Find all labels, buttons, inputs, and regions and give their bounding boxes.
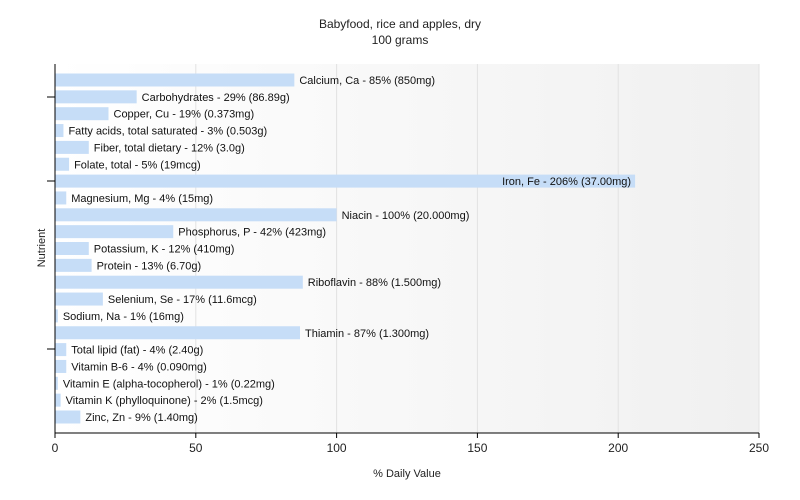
- bar-total-lipid-fat: [55, 343, 67, 357]
- bar-label-sodium-na: Sodium, Na - 1% (16mg): [63, 311, 184, 323]
- bar-label-iron-fe: Iron, Fe - 206% (37.00mg): [502, 176, 631, 188]
- bar-thiamin: [55, 326, 300, 340]
- bar-label-copper-cu: Copper, Cu - 19% (0.373mg): [114, 109, 255, 121]
- x-tick-label-100: 100: [327, 441, 347, 455]
- y-axis-title: Nutrient: [36, 229, 48, 268]
- bar-zinc-zn: [55, 410, 81, 424]
- bar-copper-cu: [55, 107, 109, 121]
- bar-iron-fe: [55, 174, 636, 188]
- bar-labels-group: Calcium, Ca - 85% (850mg) Carbohydrates -…: [63, 75, 631, 424]
- x-tick-label-250: 250: [749, 441, 769, 455]
- bar-vitamin-e-alpha-tocopherol: [55, 376, 58, 390]
- plot-background: [55, 64, 759, 433]
- bar-potassium-k: [55, 242, 89, 255]
- bar-label-potassium-k: Potassium, K - 12% (410mg): [94, 244, 235, 256]
- bar-riboflavin: [55, 275, 303, 289]
- bar-label-folate-total: Folate, total - 5% (19mcg): [74, 159, 201, 171]
- bar-label-magnesium-mg: Magnesium, Mg - 4% (15mg): [71, 193, 213, 205]
- grid-lines: [195, 64, 760, 433]
- x-axis-title: % Daily Value: [373, 468, 441, 480]
- bar-label-protein: Protein - 13% (6.70g): [97, 260, 202, 272]
- bar-label-vitamin-e-alpha-tocopherol: Vitamin E (alpha-tocopherol) - 1% (0.22m…: [63, 378, 275, 390]
- bar-label-niacin: Niacin - 100% (20.000mg): [342, 210, 470, 222]
- bar-magnesium-mg: [55, 191, 67, 205]
- bars-group: [55, 73, 636, 424]
- bar-niacin: [55, 208, 337, 222]
- bar-folate-total: [55, 157, 70, 171]
- bar-vitamin-b-6: [55, 359, 67, 373]
- bar-label-calcium-ca: Calcium, Ca - 85% (850mg): [299, 75, 435, 87]
- bar-carbohydrates: [55, 90, 137, 104]
- bar-vitamin-k-phylloquinone: [55, 393, 61, 407]
- bar-label-vitamin-b-6: Vitamin B-6 - 4% (0.090mg): [71, 361, 207, 373]
- bar-label-thiamin: Thiamin - 87% (1.300mg): [305, 328, 429, 340]
- bar-label-phosphorus-p: Phosphorus, P - 42% (423mg): [178, 227, 326, 239]
- bar-fatty-acids-total-saturated: [55, 124, 64, 138]
- bar-protein: [55, 258, 92, 272]
- bar-label-carbohydrates: Carbohydrates - 29% (86.89g): [142, 92, 290, 104]
- bar-label-selenium-se: Selenium, Se - 17% (11.6mcg): [108, 294, 257, 306]
- chart-title: Babyfood, rice and apples, dry: [319, 17, 481, 31]
- x-tick-label-0: 0: [52, 441, 59, 455]
- bar-fiber-total-dietary: [55, 140, 89, 154]
- bar-label-fiber-total-dietary: Fiber, total dietary - 12% (3.0g): [94, 142, 245, 154]
- bar-label-riboflavin: Riboflavin - 88% (1.500mg): [308, 277, 441, 289]
- bar-selenium-se: [55, 292, 103, 306]
- x-tick-label-50: 50: [189, 441, 203, 455]
- bar-label-zinc-zn: Zinc, Zn - 9% (1.40mg): [85, 412, 197, 424]
- bar-calcium-ca: [55, 73, 295, 87]
- x-tick-label-200: 200: [608, 441, 628, 455]
- axes-group: [47, 64, 760, 438]
- bar-label-total-lipid-fat: Total lipid (fat) - 4% (2.40g): [71, 345, 203, 357]
- bar-label-vitamin-k-phylloquinone: Vitamin K (phylloquinone) - 2% (1.5mcg): [66, 395, 263, 407]
- bar-label-fatty-acids-total-saturated: Fatty acids, total saturated - 3% (0.503…: [68, 126, 267, 138]
- x-tick-label-150: 150: [467, 441, 487, 455]
- x-tick-labels-group: 0 50 100 150 200 250: [52, 441, 770, 455]
- chart-subtitle: 100 grams: [372, 33, 429, 47]
- bar-phosphorus-p: [55, 225, 174, 239]
- bar-sodium-na: [55, 309, 58, 323]
